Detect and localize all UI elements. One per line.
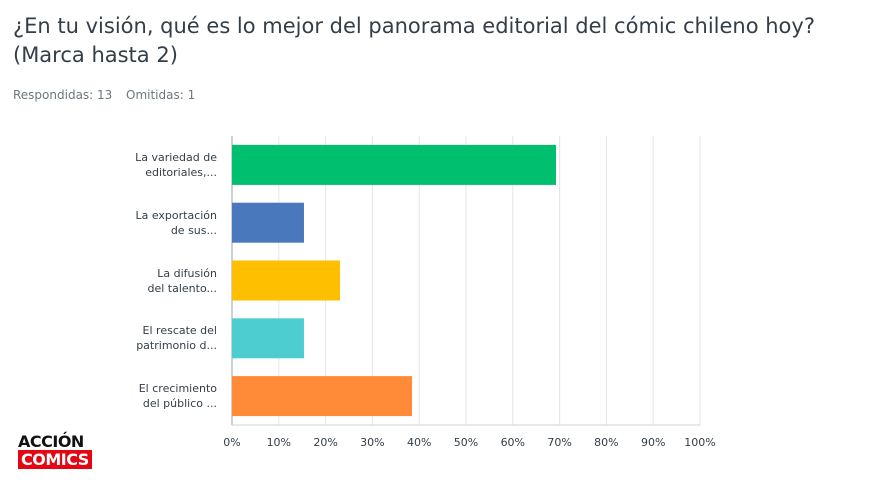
x-tick-label: 60% <box>501 436 525 449</box>
category-label: La difusión del talento... <box>147 266 218 295</box>
x-tick-label: 50% <box>454 436 478 449</box>
category-label: El rescate del patrimonio d... <box>136 324 217 353</box>
x-tick-label: 30% <box>360 436 384 449</box>
x-tick-label: 90% <box>641 436 665 449</box>
answered: Respondidas: 13 <box>13 88 113 102</box>
bar <box>232 318 304 359</box>
logo-text: ACCIÓN <box>18 432 84 451</box>
category-label: La variedad de editoriales,... <box>135 150 217 179</box>
category-label: La exportación de sus... <box>135 208 217 237</box>
skipped: Omitidas: 1 <box>126 88 196 102</box>
bar <box>232 376 412 417</box>
x-tick-label: 20% <box>313 436 337 449</box>
x-tick-label: 40% <box>407 436 431 449</box>
title: ¿En tu visión, qué es lo mejor del panor… <box>13 14 815 67</box>
x-tick-label: 80% <box>594 436 618 449</box>
bar <box>232 260 341 301</box>
x-tick-label: 0% <box>223 436 240 449</box>
x-tick-label: 70% <box>547 436 571 449</box>
category-label: El crecimiento del público ... <box>138 382 217 411</box>
x-tick-label: 10% <box>267 436 291 449</box>
bar <box>232 144 556 185</box>
x-tick-label: 100% <box>684 436 715 449</box>
bar <box>232 202 304 243</box>
logo-text: COMICS <box>18 450 92 469</box>
